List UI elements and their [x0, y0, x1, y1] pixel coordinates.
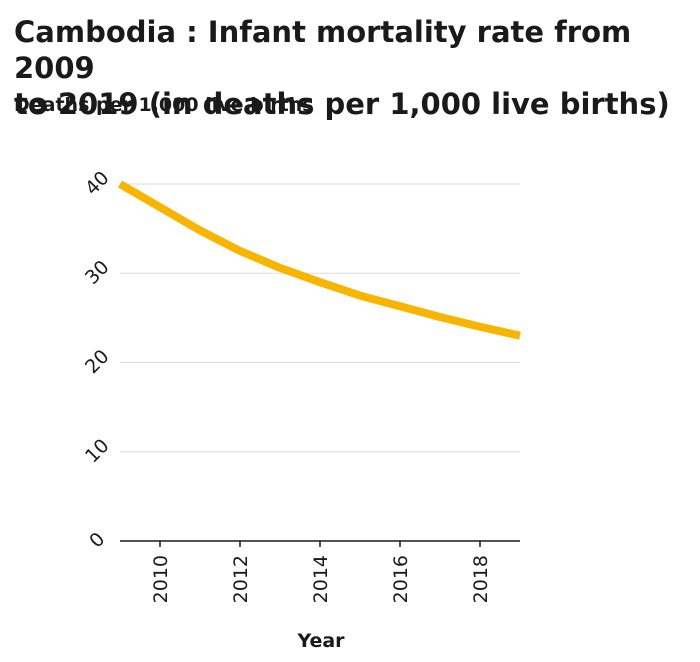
- series: [117, 180, 521, 340]
- x-tick-label-2018: 2018: [470, 555, 492, 603]
- x-tick-label-2014: 2014: [310, 555, 332, 603]
- y-tick-labels: 0 10 20 30 40: [81, 167, 114, 552]
- x-tick-label-2012: 2012: [230, 555, 252, 603]
- chart-title: Cambodia : Infant mortality rate from 20…: [14, 15, 670, 121]
- gridlines: [120, 183, 520, 453]
- y-tick-label-0: 0: [85, 528, 109, 552]
- y-tick-label-40: 40: [81, 167, 114, 200]
- x-axis-label: Year: [296, 630, 345, 652]
- x-tick-label-2010: 2010: [150, 555, 172, 603]
- series-line: [117, 180, 521, 340]
- axes: [120, 540, 520, 547]
- x-tick-label-2016: 2016: [390, 555, 412, 603]
- y-tick-label-20: 20: [81, 345, 114, 378]
- y-axis-label: Deaths per 1,000 live births: [14, 94, 314, 116]
- x-tick-labels: 2010 2012 2014 2016 2018: [150, 555, 492, 603]
- y-tick-label-30: 30: [81, 256, 114, 289]
- y-tick-label-10: 10: [81, 435, 114, 468]
